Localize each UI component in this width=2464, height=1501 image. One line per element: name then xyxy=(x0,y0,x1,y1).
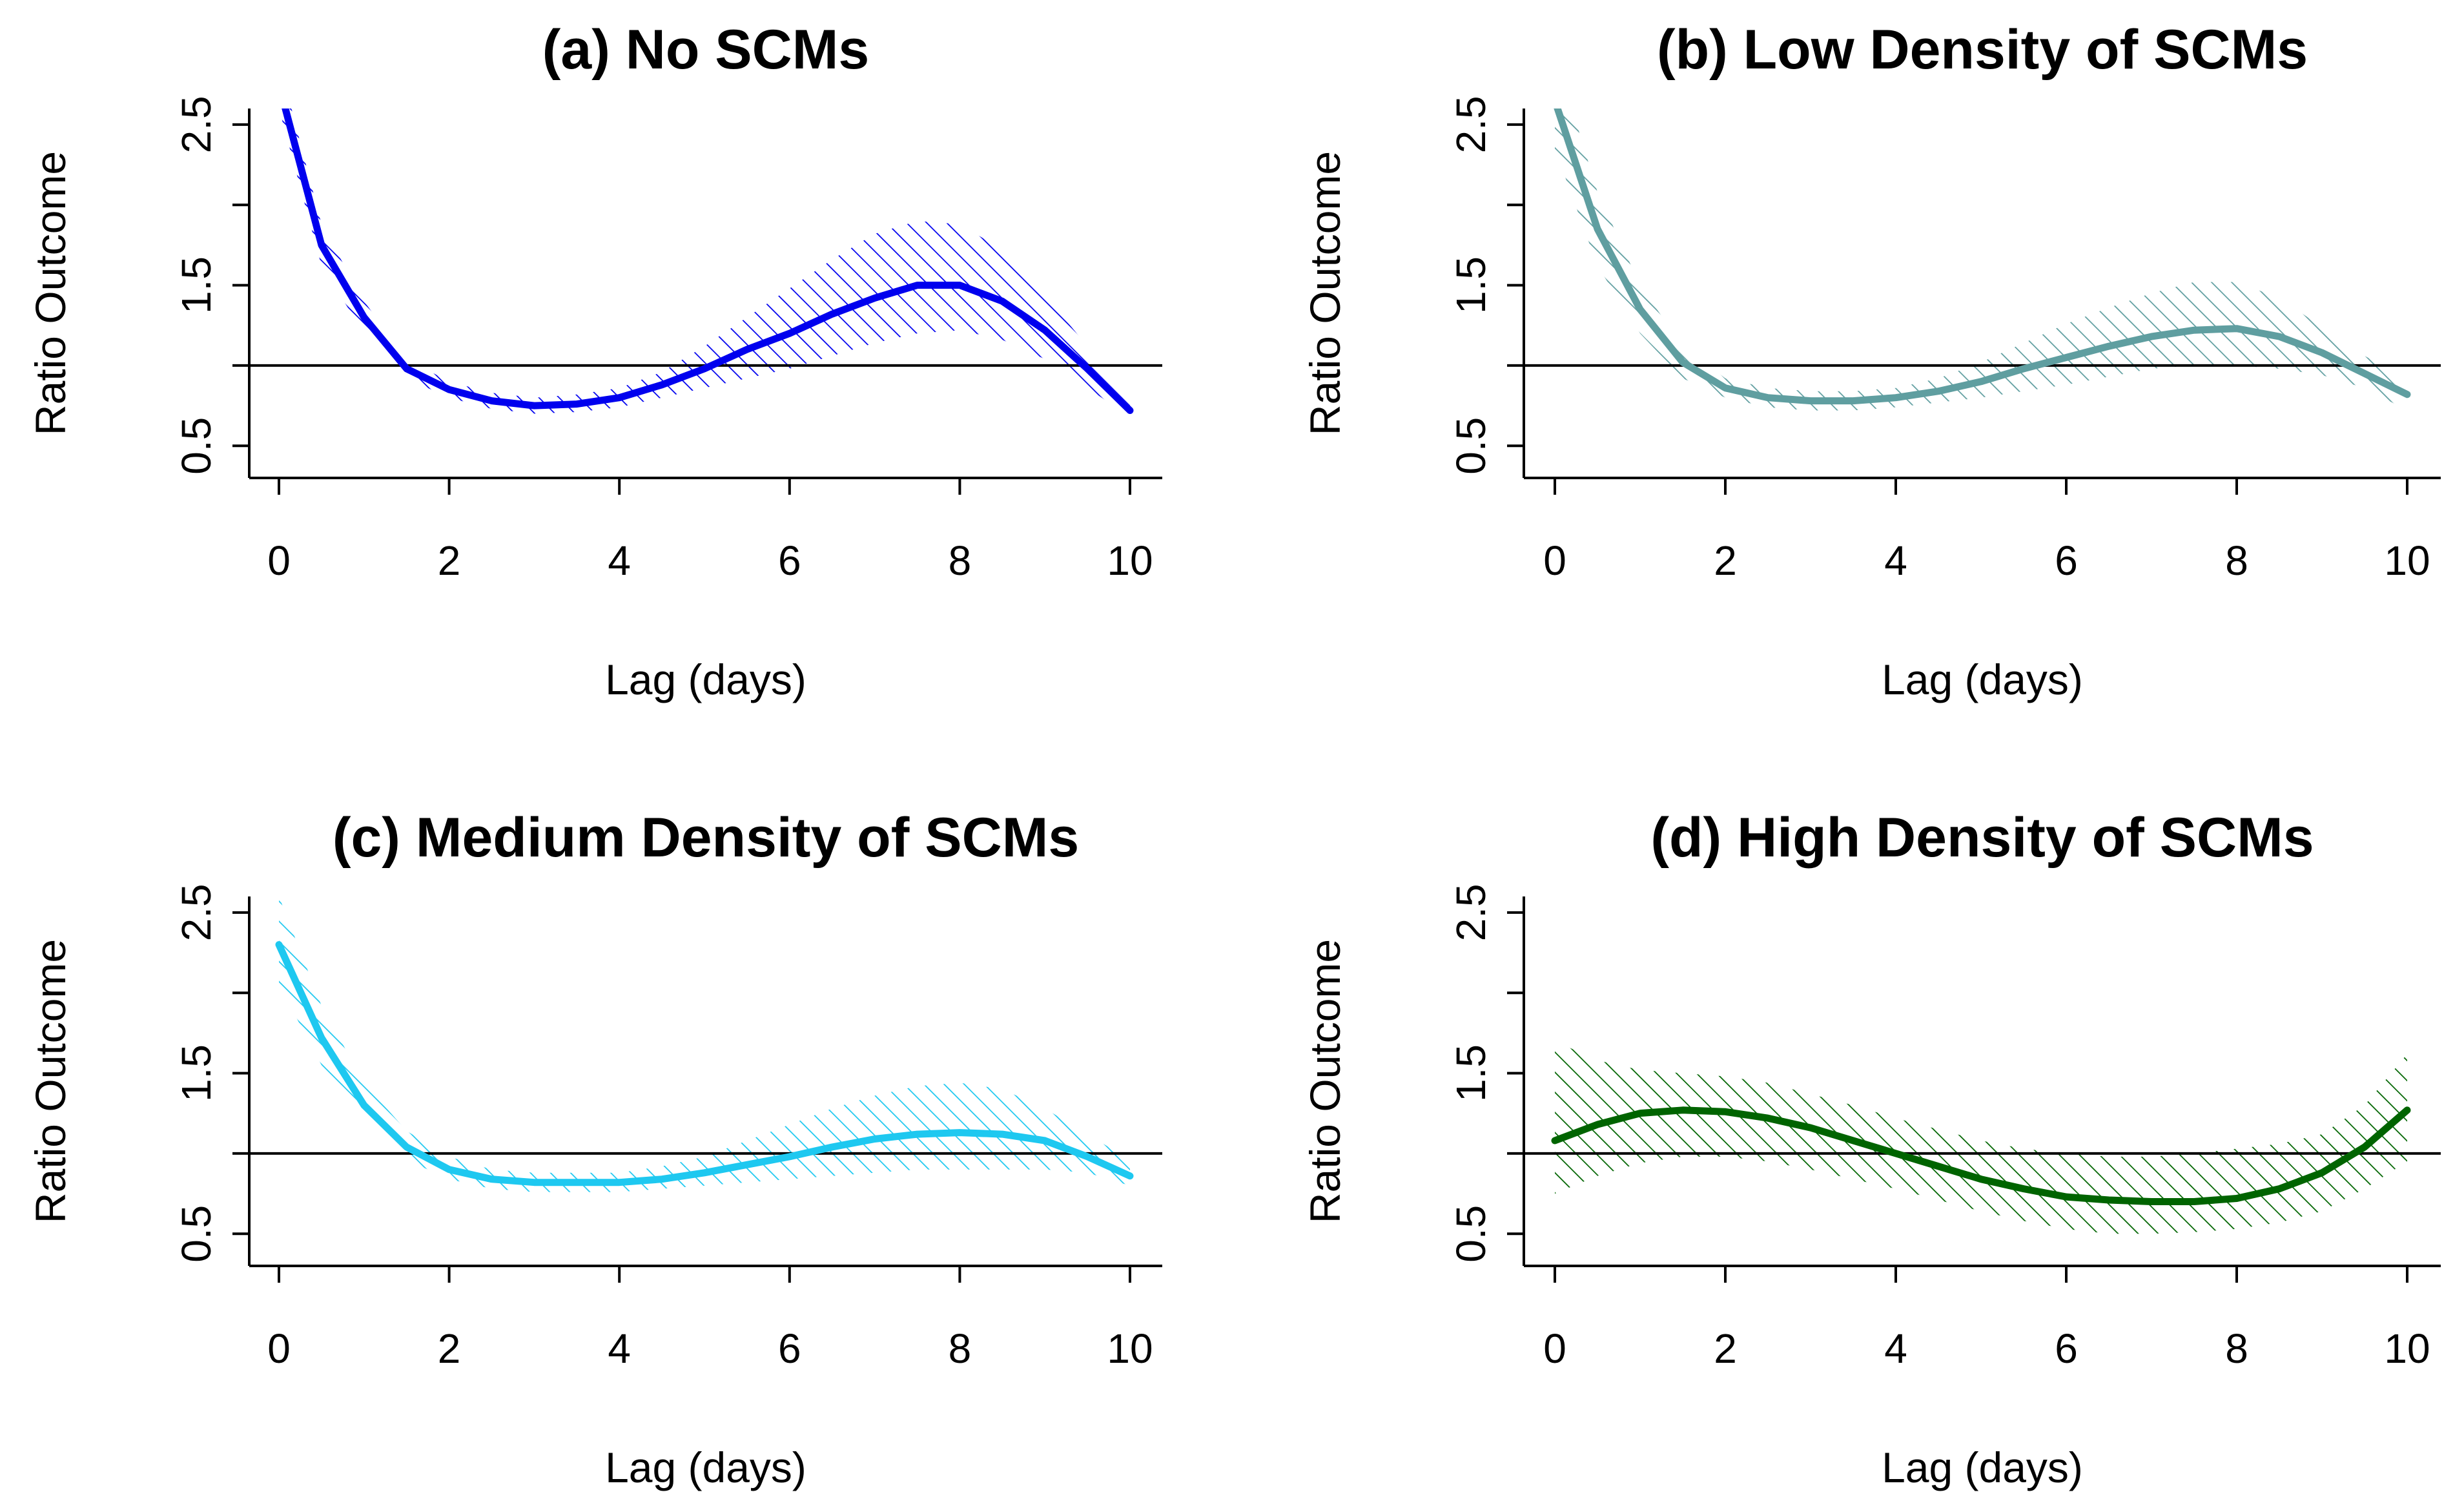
confidence-band xyxy=(279,896,1130,1192)
x-tick-label: 0 xyxy=(1543,537,1566,584)
x-tick-label: 2 xyxy=(438,1325,461,1372)
y-tick-label: 0.5 xyxy=(1448,1205,1494,1263)
x-tick-label: 6 xyxy=(2055,1325,2078,1372)
confidence-band xyxy=(279,109,1130,417)
x-tick-label: 4 xyxy=(1884,1325,1907,1372)
y-tick-label: 2.5 xyxy=(1448,96,1494,153)
chart-title: (a) No SCMs xyxy=(542,19,869,81)
chart-title: (c) Medium Density of SCMs xyxy=(333,807,1079,869)
x-axis-label: Lag (days) xyxy=(1882,1444,2083,1491)
y-axis-label: Ratio Outcome xyxy=(1301,939,1349,1223)
chart-panel-c: (c) Medium Density of SCMs 0 2 4 6 8 10 0.5 1.5 2… xyxy=(26,807,1162,1491)
x-tick-label: 8 xyxy=(2225,1325,2248,1372)
chart-panel-d: (d) High Density of SCMs 0 2 4 6 8 10 0.5 1.5 2.5… xyxy=(1301,807,2441,1491)
x-tick-label: 4 xyxy=(608,1325,631,1372)
y-axis-label: Ratio Outcome xyxy=(26,151,74,435)
x-tick-label: 4 xyxy=(608,537,631,584)
x-tick-label: 0 xyxy=(267,537,291,584)
x-tick-label: 2 xyxy=(1714,537,1737,584)
series-line xyxy=(282,109,1134,414)
chart-title: (d) High Density of SCMs xyxy=(1650,807,2314,869)
y-tick-label: 1.5 xyxy=(1448,256,1494,314)
x-tick-label: 6 xyxy=(778,1325,801,1372)
y-tick-label: 1.5 xyxy=(1448,1044,1494,1102)
x-tick-label: 0 xyxy=(1543,1325,1566,1372)
y-axis-label: Ratio Outcome xyxy=(26,939,74,1223)
x-tick-label: 6 xyxy=(778,537,801,584)
x-tick-label: 10 xyxy=(1107,537,1153,584)
confidence-band xyxy=(1555,109,2407,411)
y-tick-label: 2.5 xyxy=(173,884,220,941)
confidence-band xyxy=(1555,1040,2407,1234)
x-tick-label: 2 xyxy=(1714,1325,1737,1372)
x-tick-label: 8 xyxy=(2225,537,2248,584)
x-tick-label: 8 xyxy=(949,537,972,584)
y-tick-label: 0.5 xyxy=(173,417,220,475)
x-axis-label: Lag (days) xyxy=(605,656,806,703)
y-tick-label: 1.5 xyxy=(173,1044,220,1102)
chart-panel-b: (b) Low Density of SCMs 0 2 4 6 8 10 0.5 1.5 2.5 L… xyxy=(1301,19,2441,703)
x-tick-label: 10 xyxy=(2384,1325,2430,1372)
y-tick-label: 2.5 xyxy=(173,96,220,153)
x-tick-label: 10 xyxy=(1107,1325,1153,1372)
y-tick-label: 2.5 xyxy=(1448,884,1494,941)
x-tick-label: 10 xyxy=(2384,537,2430,584)
x-tick-label: 2 xyxy=(438,537,461,584)
y-tick-label: 0.5 xyxy=(1448,417,1494,475)
x-tick-label: 6 xyxy=(2055,537,2078,584)
series-line xyxy=(1554,109,2411,405)
x-tick-label: 4 xyxy=(1884,537,1907,584)
chart-title: (b) Low Density of SCMs xyxy=(1657,19,2308,81)
y-tick-label: 1.5 xyxy=(173,256,220,314)
y-tick-label: 0.5 xyxy=(173,1205,220,1263)
chart-panel-a: (a) No SCMs 0 2 4 6 8 10 0.5 1.5 2.5 Lag (days) Rat… xyxy=(26,19,1162,703)
series-line xyxy=(275,941,1134,1186)
x-axis-label: Lag (days) xyxy=(1882,656,2083,703)
x-tick-label: 0 xyxy=(267,1325,291,1372)
y-axis-label: Ratio Outcome xyxy=(1301,151,1349,435)
x-axis-label: Lag (days) xyxy=(605,1444,806,1491)
x-tick-label: 8 xyxy=(949,1325,972,1372)
series-line xyxy=(1551,1106,2411,1205)
